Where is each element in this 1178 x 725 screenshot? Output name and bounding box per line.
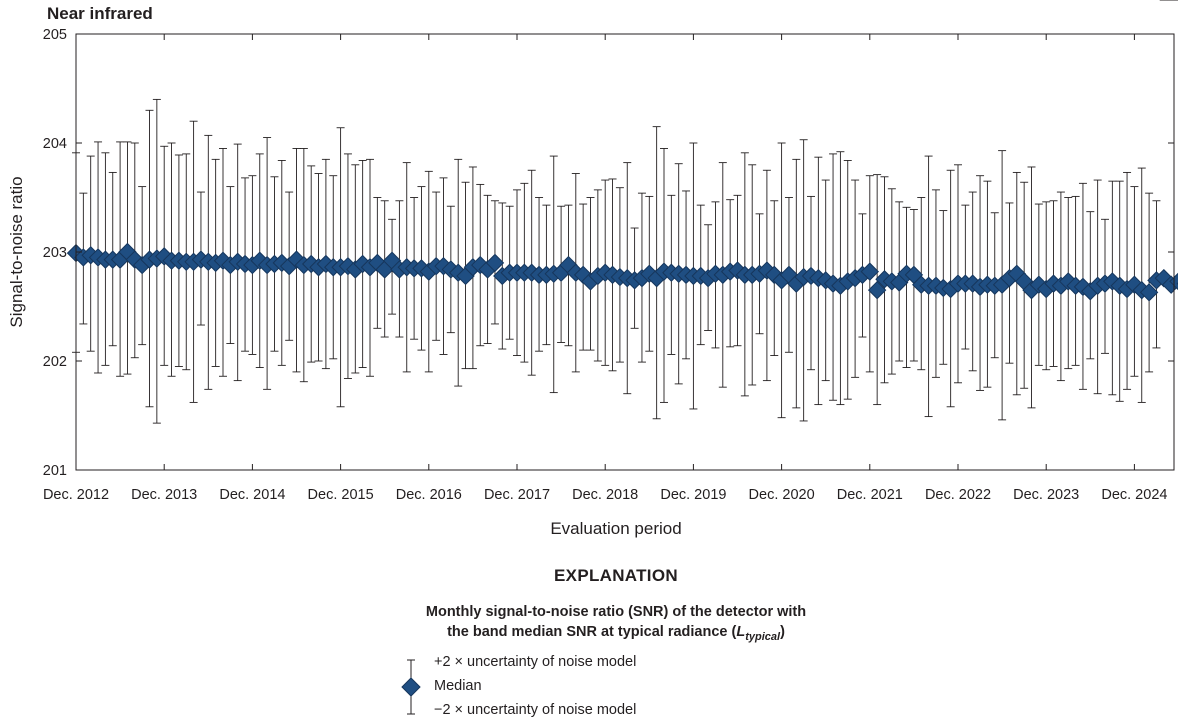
y-tick-label: 204 — [43, 136, 67, 152]
legend-caption-line1: Monthly signal-to-noise ratio (SNR) of t… — [425, 604, 807, 620]
legend-key-symbol — [401, 659, 421, 715]
legend-caption: Monthly signal-to-noise ratio (SNR) of t… — [0, 602, 1178, 647]
y-tick-label: 201 — [43, 463, 67, 479]
errorbar — [1145, 192, 1154, 373]
y-tick-label: 203 — [43, 245, 67, 261]
legend-heading: EXPLANATION — [554, 566, 678, 585]
x-tick-label: Dec. 2013 — [131, 487, 197, 503]
legend-upper-label: +2 × uncertainty of noise model — [434, 654, 637, 670]
legend-caption-pre: the band median SNR at typical radiance … — [447, 624, 737, 640]
x-tick-label: Dec. 2019 — [660, 487, 726, 503]
median-marker-layer — [66, 242, 1178, 302]
x-tick-label: Dec. 2016 — [396, 487, 462, 503]
x-axis-label: Evaluation period — [550, 519, 681, 538]
x-tick-label: Dec. 2018 — [572, 487, 638, 503]
x-tick-label: Dec. 2021 — [837, 487, 903, 503]
x-tick-label: Dec. 2020 — [749, 487, 815, 503]
median-marker — [485, 253, 505, 273]
x-tick-label: Dec. 2017 — [484, 487, 550, 503]
x-tick-label: Dec. 2023 — [1013, 487, 1079, 503]
errorbar — [954, 164, 962, 384]
errorbar — [1012, 171, 1021, 396]
x-tick-label: Dec. 2014 — [219, 487, 285, 503]
y-axis: 201 202 203 204 205 — [43, 27, 1174, 479]
legend-median-label: Median — [434, 678, 482, 694]
y-tick-label: 205 — [43, 27, 67, 43]
x-tick-label: Dec. 2012 — [43, 487, 109, 503]
errorbar-layer — [72, 0, 1178, 424]
legend-caption-symbol: L — [736, 624, 746, 640]
legend-median-diamond — [401, 677, 421, 697]
median-marker — [1139, 283, 1159, 302]
x-tick-label: Dec. 2022 — [925, 487, 991, 503]
y-axis-label: Signal-to-noise ratio — [7, 176, 26, 327]
legend-caption-post: ) — [780, 624, 785, 640]
chart-title: Near infrared — [47, 4, 153, 23]
y-tick-label: 202 — [43, 354, 67, 370]
legend-lower-label: −2 × uncertainty of noise model — [434, 702, 637, 718]
legend-caption-line2: the band median SNR at typical radiance … — [0, 622, 1178, 647]
x-axis: Dec. 2012 Dec. 2013 Dec. 2014 Dec. 2015 Dec.… — [43, 34, 1167, 503]
errorbar — [902, 206, 911, 368]
x-tick-label: Dec. 2015 — [308, 487, 374, 503]
x-tick-label: Dec. 2024 — [1101, 487, 1167, 503]
errorbar — [564, 204, 573, 347]
median-marker — [860, 262, 880, 281]
legend-caption-symbol-sub: typical — [745, 630, 781, 643]
median-marker — [867, 280, 887, 300]
